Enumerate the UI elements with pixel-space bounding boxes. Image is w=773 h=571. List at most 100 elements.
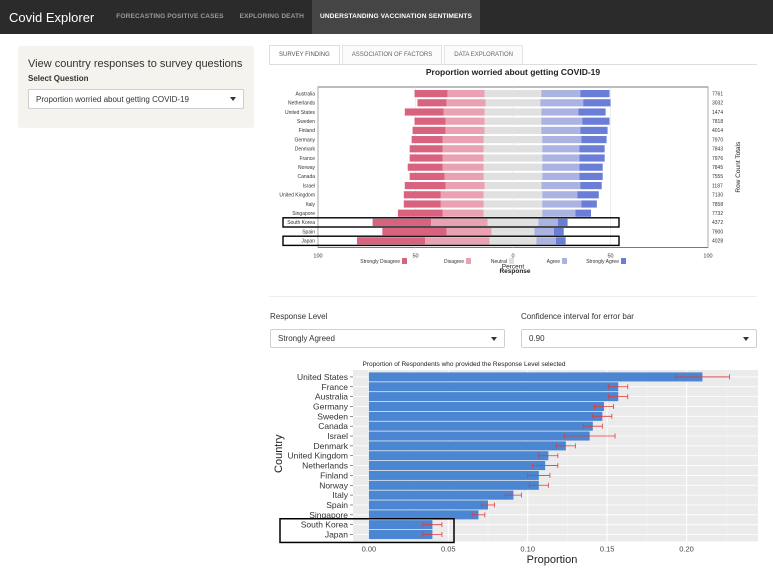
likert-bar-segment: [442, 163, 484, 171]
likert-bar-segment: [446, 228, 492, 236]
likert-bar-segment: [577, 191, 599, 199]
app-brand[interactable]: Covid Explorer: [9, 9, 95, 25]
prop-country-label: Spain: [326, 500, 348, 510]
prop-bar: [368, 431, 590, 441]
likert-bar-segment: [446, 99, 486, 107]
likert-bar-segment: [580, 126, 608, 134]
nav-forecasting-positive-cases[interactable]: FORECASTING POSITIVE CASES: [116, 13, 224, 20]
ci-label: Confidence interval for error bar: [521, 312, 634, 321]
tab-data-exploration[interactable]: DATA EXPLORATION: [444, 45, 523, 65]
likert-country-label: Singapore: [292, 211, 315, 217]
prop-country-label: Italy: [332, 490, 348, 500]
likert-bar-segment: [484, 108, 542, 116]
likert-bar-segment: [578, 108, 606, 116]
likert-row-total: 7843: [712, 147, 723, 153]
prop-chart-title: Proportion of Respondents who provided t…: [362, 361, 565, 368]
likert-bar-segment: [409, 145, 443, 153]
likert-title: Proportion worried about getting COVID-1…: [426, 67, 601, 77]
likert-x-tick-label: 100: [703, 253, 712, 259]
prop-bar: [368, 392, 619, 402]
prop-bar: [368, 411, 603, 421]
nav-exploring-death[interactable]: EXPLORING DEATH: [239, 13, 305, 20]
likert-x-tick-label: 50: [412, 253, 418, 259]
likert-country-label: Germany: [294, 137, 315, 143]
likert-bar-segment: [447, 90, 485, 98]
prop-country-label: United Kingdom: [288, 451, 348, 461]
caret-down-icon: [743, 336, 749, 341]
caret-down-icon: [230, 97, 236, 101]
likert-row-total: 7818: [712, 119, 723, 125]
likert-legend-title: Response: [499, 268, 530, 275]
likert-country-label: South Korea: [287, 220, 315, 226]
likert-bar-segment: [397, 209, 443, 217]
likert-bar-segment: [411, 136, 443, 144]
likert-bar-segment: [542, 191, 578, 199]
select-question-label: Select Question: [28, 74, 89, 83]
likert-bar-segment: [579, 172, 603, 180]
likert-country-label: France: [299, 156, 315, 162]
likert-row-total: 1474: [712, 110, 723, 116]
likert-bar-segment: [442, 136, 484, 144]
nav-understanding-vaccination-sentiments[interactable]: UNDERSTANDING VACCINATION SENTIMENTS: [312, 0, 481, 34]
likert-bar-segment: [440, 191, 484, 199]
likert-bar-segment: [542, 200, 582, 208]
prop-x-tick-label: 0.00: [362, 544, 377, 553]
likert-legend-swatch: [621, 258, 626, 264]
likert-bar-segment: [536, 237, 556, 245]
tab-survey-finding[interactable]: SURVEY FINDING: [269, 45, 340, 65]
caret-down-icon: [491, 336, 497, 341]
likert-x-axis-title: Percent: [502, 263, 525, 270]
likert-bar-segment: [443, 108, 485, 116]
likert-bar-segment: [440, 200, 484, 208]
likert-bar-segment: [483, 145, 543, 153]
likert-right-axis-title: Row Count Totals: [735, 141, 742, 193]
likert-country-label: Canada: [297, 174, 315, 180]
tab-association-of-factors[interactable]: ASSOCIATION OF FACTORS: [341, 45, 443, 65]
likert-bar-segment: [541, 182, 581, 190]
likert-bar-segment: [484, 117, 542, 125]
sidebar-panel: View country responses to survey questio…: [18, 46, 254, 128]
prop-bar: [368, 421, 593, 431]
likert-bar-segment: [442, 145, 484, 153]
likert-legend-swatch: [402, 258, 407, 264]
likert-row-total: 4372: [712, 220, 723, 226]
likert-bar-segment: [491, 228, 535, 236]
response-level-dropdown[interactable]: Strongly Agreed: [270, 329, 505, 348]
prop-x-tick-label: 0.20: [679, 544, 694, 553]
prop-y-axis-title: Country: [273, 434, 285, 473]
prop-bar: [368, 372, 703, 382]
prop-bar: [368, 520, 433, 530]
prop-x-tick-label: 0.05: [441, 544, 456, 553]
likert-bar-segment: [409, 154, 443, 162]
likert-bar-segment: [541, 117, 583, 125]
prop-bar: [368, 461, 546, 471]
prop-country-label: Israel: [327, 431, 348, 441]
likert-x-tick-label: 50: [607, 253, 613, 259]
likert-bar-segment: [404, 182, 446, 190]
likert-bar-segment: [538, 218, 558, 226]
ci-dropdown[interactable]: 0.90: [521, 329, 757, 348]
likert-x-tick-label: 100: [313, 253, 322, 259]
likert-legend-label: Neutral: [491, 259, 507, 265]
likert-bar-segment: [555, 237, 566, 245]
likert-bar-segment: [553, 228, 564, 236]
prop-country-label: Canada: [318, 421, 348, 431]
likert-row-total: 1187: [712, 183, 723, 189]
likert-bar-segment: [541, 126, 581, 134]
likert-highlight-box: [282, 235, 620, 247]
prop-bar: [368, 451, 549, 461]
likert-legend-swatch: [562, 258, 567, 264]
prop-bar: [368, 510, 479, 520]
select-question-dropdown[interactable]: Proportion worried about getting COVID-1…: [28, 89, 244, 109]
likert-bar-segment: [404, 108, 444, 116]
likert-bar-segment: [483, 136, 543, 144]
likert-country-label: Netherlands: [288, 101, 315, 107]
likert-bar-segment: [485, 99, 541, 107]
likert-row-total: 7970: [712, 137, 723, 143]
likert-country-label: Japan: [301, 239, 315, 245]
likert-bar-segment: [445, 117, 485, 125]
prop-bar: [368, 480, 539, 490]
likert-x-tick-label: 0: [511, 253, 514, 259]
sidebar-title: View country responses to survey questio…: [28, 58, 243, 70]
likert-bar-segment: [483, 200, 543, 208]
